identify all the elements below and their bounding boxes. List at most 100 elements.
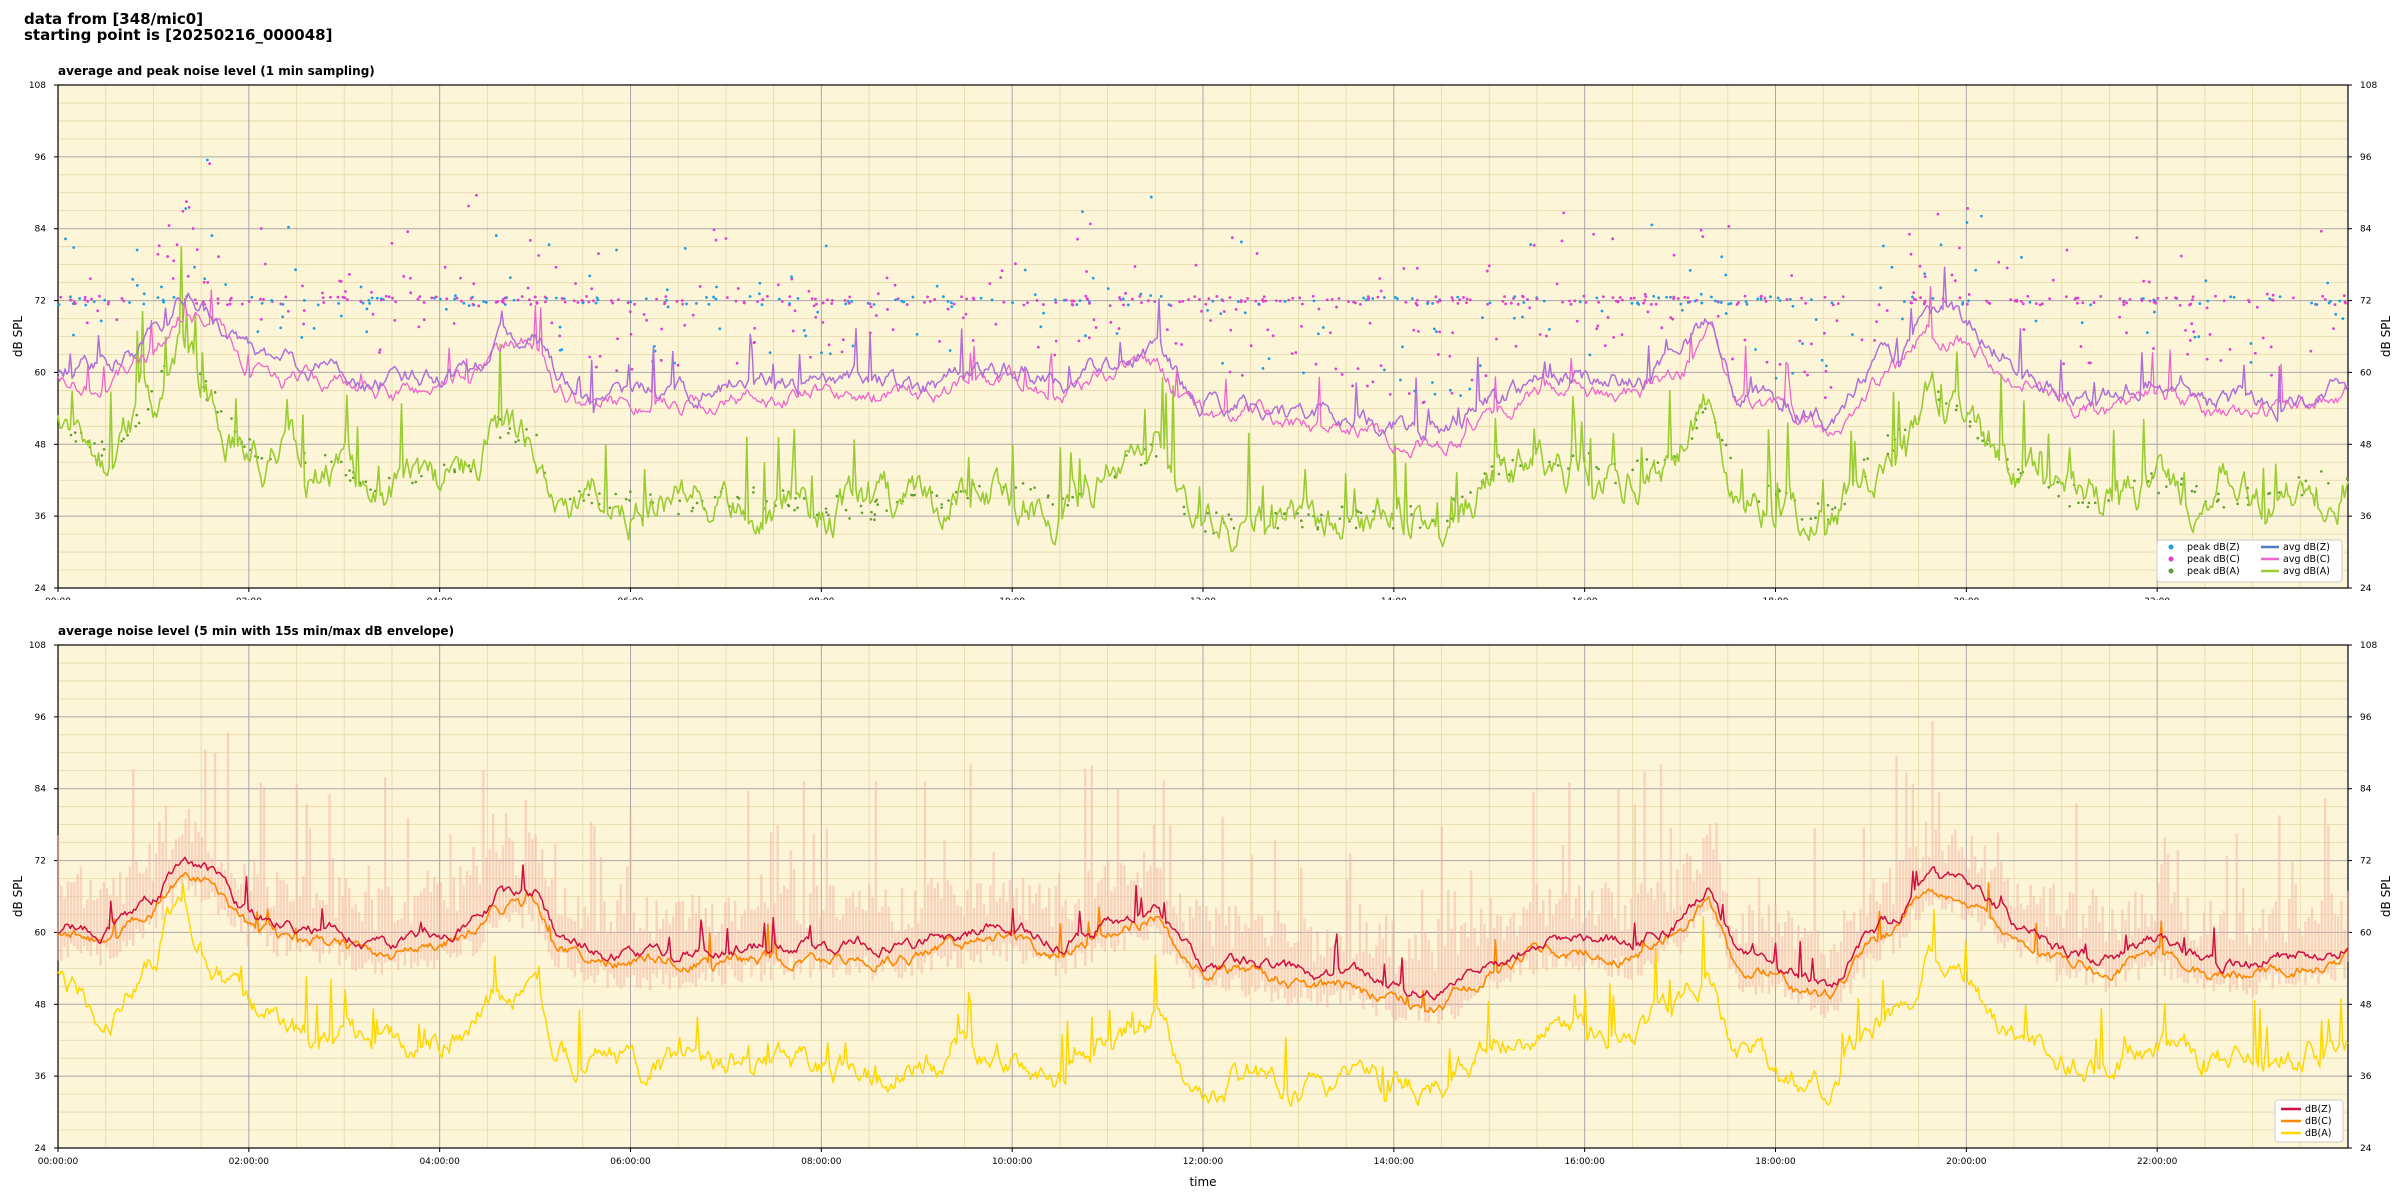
peak-marker [1944,402,1948,405]
peak-marker [262,298,265,301]
peak-marker [1968,420,1972,423]
peak-marker [453,468,456,471]
peak-marker [821,321,825,324]
peak-marker [1595,296,1599,300]
peak-marker [122,299,126,303]
peak-marker [804,334,808,338]
peak-marker [1450,296,1454,299]
peak-marker [598,354,602,358]
peak-marker [2065,295,2068,299]
peak-marker [1118,296,1121,299]
chart1-ytick-right: 36 [2360,512,2372,522]
peak-marker [2268,297,2272,301]
peak-marker [184,207,188,210]
peak-marker [508,276,512,280]
peak-marker [886,308,889,311]
peak-marker [1497,472,1501,476]
peak-marker [587,493,590,497]
peak-marker [1688,300,1692,304]
peak-marker [905,303,909,306]
peak-marker [816,310,820,314]
peak-marker [1204,530,1207,533]
peak-marker [1085,297,1089,300]
peak-marker [1035,299,1039,302]
peak-marker [1714,299,1717,303]
peak-marker [1366,384,1369,388]
peak-marker [796,506,799,510]
chart2-xtick-label: 04:00:00 [419,1157,460,1167]
peak-marker [260,301,264,305]
peak-marker [1180,343,1184,346]
peak-marker [580,299,584,302]
peak-marker [348,479,352,482]
peak-marker [1603,344,1607,348]
peak-marker [1660,326,1664,330]
peak-marker [1391,526,1395,530]
peak-marker [1228,370,1232,374]
peak-marker [1438,299,1442,303]
peak-marker [74,440,78,443]
peak-marker [1521,315,1524,319]
peak-marker [1066,503,1070,507]
peak-marker [1729,302,1733,305]
report-header-source: data from [348/mic0] [24,10,204,28]
chart1-ytick-left: 108 [29,81,46,91]
peak-marker [587,300,591,304]
peak-marker [1316,527,1320,531]
peak-marker [1512,297,1515,300]
peak-marker [2152,310,2156,314]
peak-marker [100,440,104,444]
peak-marker [1611,296,1615,300]
peak-marker [820,351,823,355]
peak-marker [402,275,406,278]
peak-marker [2219,359,2223,362]
peak-marker [633,302,637,306]
peak-marker [2232,295,2236,299]
peak-marker [964,312,968,316]
peak-marker [1548,460,1551,464]
chart1-title: average and peak noise level (1 min samp… [58,64,375,78]
peak-marker [1562,211,1566,215]
peak-marker [195,248,199,252]
legend-label: avg dB(A) [2283,566,2330,577]
peak-marker [788,302,791,305]
peak-marker [368,302,371,305]
peak-marker [760,303,764,307]
chart-avg-noise-envelope: 24 24 36 36 48 48 60 60 72 72 84 84 96 96 108 108 00:00:… [11,624,2393,1189]
peak-marker [1283,300,1287,303]
peak-marker [1307,513,1310,516]
peak-marker [1329,331,1332,335]
peak-marker [1300,325,1303,328]
peak-marker [120,439,123,443]
peak-marker [338,279,342,283]
peak-marker [1987,301,1990,305]
peak-marker [753,326,757,330]
peak-marker [2076,296,2080,300]
peak-marker [2152,298,2156,302]
peak-marker [1931,296,1935,300]
peak-marker [2292,296,2295,300]
peak-marker [503,296,507,300]
peak-marker [645,318,648,322]
peak-marker [777,297,781,301]
peak-marker [1084,334,1087,338]
peak-marker [494,234,498,237]
peak-marker [1417,330,1420,333]
peak-marker [384,294,388,298]
peak-marker [162,300,165,304]
peak-marker [475,193,478,197]
peak-marker [1359,511,1363,515]
peak-marker [626,301,630,305]
peak-marker [595,365,598,369]
chart2-xtick-label: 18:00:00 [1755,1157,1796,1167]
peak-marker [1294,351,1298,354]
peak-marker [343,296,347,300]
peak-marker [1886,452,1890,456]
peak-marker [938,339,941,343]
chart1-peak-markers [57,158,2349,535]
peak-marker [1710,295,1713,299]
peak-marker [1950,273,1954,277]
peak-marker [2269,345,2273,349]
peak-marker [1378,277,1382,280]
peak-marker [185,200,188,204]
